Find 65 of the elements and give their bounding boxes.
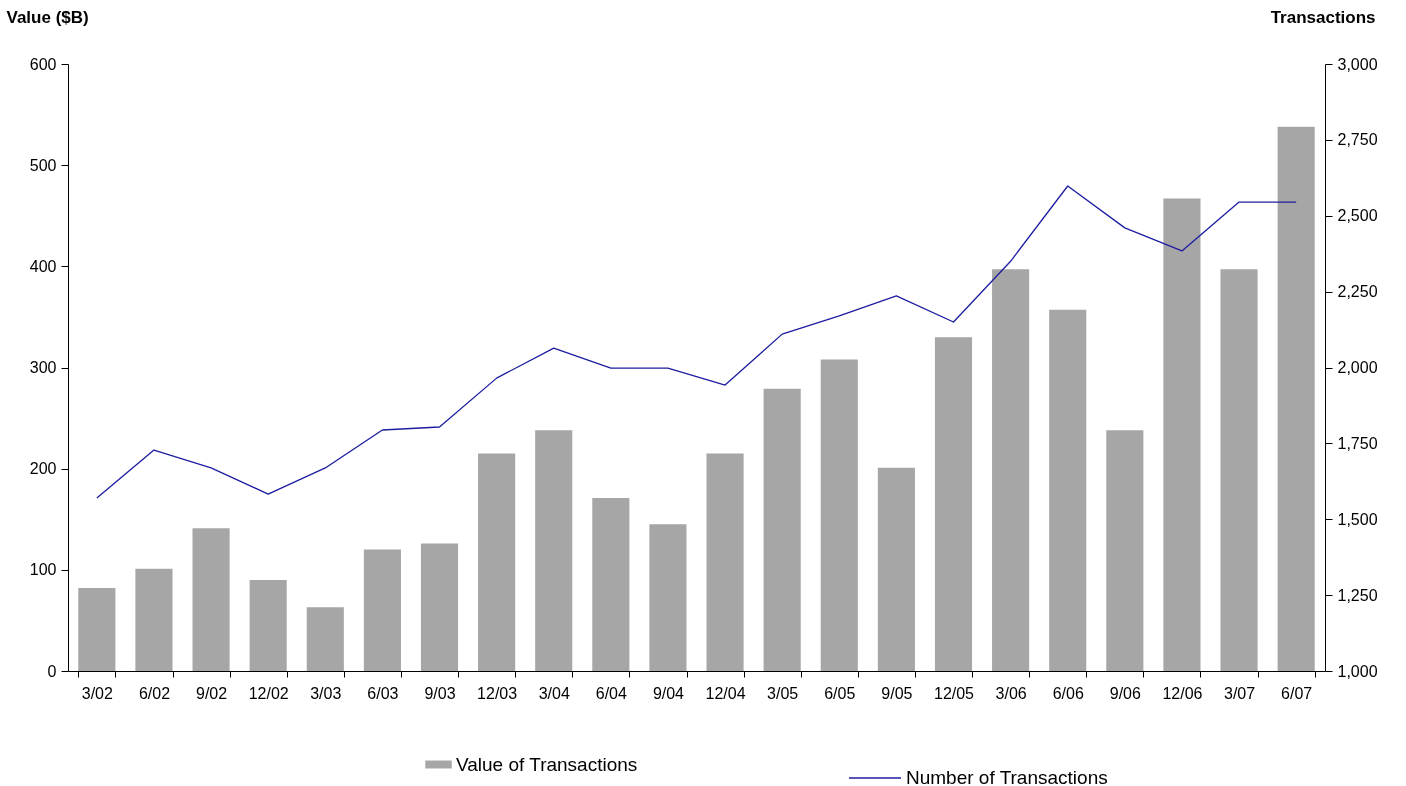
x-tick-label: 3/02	[81, 684, 114, 702]
bar	[192, 528, 230, 671]
x-tick-label: 6/02	[138, 684, 171, 702]
x-tick-label: 9/03	[424, 684, 456, 702]
legend-label: Number of Transactions	[906, 767, 1108, 786]
bar	[306, 607, 344, 671]
y-tick-label: 100	[29, 561, 57, 579]
x-tick-label: 6/05	[824, 684, 856, 702]
bar	[535, 430, 573, 671]
x-tick-label: 12/03	[477, 684, 518, 702]
x-tick-label: 9/05	[881, 684, 913, 702]
y2-tick-label: 1,000	[1337, 662, 1378, 680]
bar	[1106, 430, 1144, 671]
y2-tick-label: 2,750	[1337, 131, 1378, 149]
y-tick-label: 300	[29, 359, 57, 376]
bar	[649, 524, 687, 671]
y2-axis-title: Transactions	[1270, 7, 1376, 27]
y-axis-title: Value ($B)	[6, 7, 89, 27]
bar	[249, 579, 287, 671]
bar	[420, 543, 459, 671]
x-tick-label: 9/02	[195, 684, 228, 702]
x-tick-label: 3/04	[538, 684, 570, 702]
x-tick-label: 3/03	[310, 684, 342, 702]
x-tick-label: 12/04	[705, 684, 746, 702]
x-tick-label: 12/06	[1162, 684, 1203, 702]
x-tick-label: 12/05	[933, 684, 975, 702]
y-tick-label: 200	[29, 460, 57, 478]
line-series	[96, 185, 1297, 499]
bar	[78, 588, 116, 671]
x-tick-label: 6/03	[367, 684, 399, 702]
y-tick-label: 600	[29, 55, 57, 73]
y2-tick-label: 2,000	[1337, 359, 1378, 376]
bar	[877, 467, 915, 671]
y2-tick-label: 1,250	[1337, 586, 1378, 604]
bar	[478, 453, 516, 671]
x-tick-label: 12/02	[248, 684, 289, 702]
bar	[706, 453, 744, 671]
bar	[1049, 309, 1087, 671]
bar	[592, 498, 630, 671]
x-tick-label: 6/07	[1281, 684, 1313, 702]
bar	[1220, 269, 1258, 671]
bar	[992, 269, 1030, 671]
x-tick-label: 3/06	[995, 684, 1027, 702]
bar	[363, 549, 401, 671]
x-tick-label: 6/04	[595, 684, 628, 702]
y-tick-label: 500	[29, 156, 57, 174]
x-tick-label: 6/06	[1052, 684, 1084, 702]
y2-tick-label: 2,250	[1337, 283, 1378, 301]
bar	[135, 568, 173, 671]
y2-tick-label: 1,750	[1337, 434, 1378, 452]
bar	[934, 337, 973, 671]
y2-tick-label: 3,000	[1337, 55, 1378, 73]
bar	[820, 359, 858, 671]
x-tick-label: 3/05	[767, 684, 799, 702]
x-tick-label: 3/07	[1223, 684, 1256, 702]
bar	[1163, 198, 1201, 671]
legend-label: Value of Transactions	[456, 753, 638, 775]
y-tick-label: 400	[29, 257, 57, 275]
x-tick-label: 9/06	[1109, 684, 1141, 702]
bar	[1277, 126, 1315, 671]
x-tick-label: 9/04	[652, 684, 685, 702]
y2-tick-label: 2,500	[1337, 207, 1378, 225]
y2-tick-label: 1,500	[1337, 510, 1378, 528]
bar	[763, 388, 801, 671]
y-tick-label: 0	[47, 662, 57, 680]
